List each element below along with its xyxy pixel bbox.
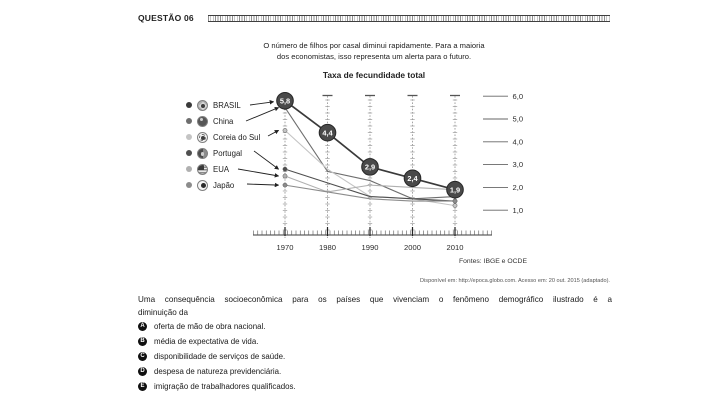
china-flag-icon [197, 115, 208, 127]
chart-legend: BRASIL China Coreia do Sul Portugal EUA … [186, 97, 260, 193]
data-point-label: 4,4 [322, 128, 333, 137]
question-number-label: QUESTÃO 06 [138, 13, 194, 23]
y-tick-label: 5,0 [513, 115, 524, 124]
option-d: D despesa de natureza previdenciária. [138, 366, 281, 376]
intro-text-line2: dos economistas, isso representa um aler… [276, 52, 472, 61]
question-stem-line2: diminuição da [138, 308, 188, 317]
citation-text: Disponível em: http://epoca.globo.com. A… [420, 278, 610, 284]
x-tick-label: 1990 [362, 243, 379, 252]
option-a-text: oferta de mão de obra nacional. [154, 321, 266, 331]
option-e-text: imigração de trabalhadores qualificados. [154, 381, 296, 391]
series-color-dot [186, 182, 192, 188]
option-e-badge: E [138, 381, 147, 391]
series-line-eua [284, 175, 456, 193]
legend-arrow [267, 130, 280, 137]
chart-source: Fontes: IBGE e OCDE [459, 258, 527, 265]
legend-label: Coreia do Sul [213, 132, 261, 142]
data-point-label: 2,9 [365, 163, 375, 172]
series-line-china [284, 107, 456, 200]
data-point-label: 5,8 [280, 96, 290, 105]
series-color-dot [186, 166, 192, 172]
legend-item-china: China [186, 113, 260, 129]
legend-item-portugal: Portugal [186, 145, 260, 161]
legend-label: Portugal [213, 148, 243, 158]
option-d-text: despesa de natureza previdenciária. [154, 366, 282, 376]
data-point-bubble [446, 180, 464, 199]
series-point [282, 173, 288, 179]
series-point [282, 182, 288, 188]
intro-text-line1: O número de filhos por casal diminui rap… [263, 41, 485, 50]
legend-label: EUA [213, 164, 230, 174]
option-c-text: disponibilidade de serviços de saúde. [154, 351, 286, 361]
x-tick-label: 2010 [447, 243, 464, 252]
brazil-flag-icon [197, 99, 208, 111]
fertility-rate-chart: 1970 1980 1990 2000 2010 6,0 5,0 4,0 3,0 2,0 1,0 5,… [237, 91, 524, 252]
option-d-badge: D [138, 366, 147, 376]
option-b-text: média de expectativa de vida. [154, 336, 259, 346]
y-tick-label: 6,0 [513, 92, 524, 101]
data-point-label: 2,4 [407, 174, 418, 183]
y-tick-label: 1,0 [513, 206, 524, 215]
japan-flag-icon [197, 179, 208, 191]
legend-arrow [249, 100, 275, 106]
data-point-bubble [276, 91, 294, 110]
x-tick-label: 2000 [404, 243, 421, 252]
south-korea-flag-icon [197, 131, 208, 143]
legend-label: Japão [213, 180, 235, 190]
legend-item-brasil: BRASIL [186, 97, 260, 113]
series-line-portugal [284, 168, 456, 202]
series-point [452, 203, 458, 208]
y-tick-label: 3,0 [513, 160, 524, 169]
option-c: C disponibilidade de serviços de saúde. [138, 351, 285, 361]
option-b-badge: B [138, 336, 147, 346]
portugal-flag-icon [197, 147, 208, 159]
y-tick-label: 4,0 [513, 137, 524, 146]
data-point-label: 1,9 [450, 185, 460, 194]
series-line-japão [284, 184, 455, 202]
series-color-dot [186, 102, 192, 108]
legend-item-japao: Japão [186, 177, 260, 193]
legend-arrow [245, 106, 280, 122]
series-color-dot [186, 118, 192, 124]
decorative-rule [208, 15, 610, 22]
legend-arrow [237, 168, 280, 178]
option-b: B média de expectativa de vida. [138, 336, 258, 346]
data-point-bubble [361, 158, 379, 176]
legend-item-eua: EUA [186, 161, 260, 177]
x-tick-label: 1970 [277, 243, 294, 252]
series-point [282, 128, 288, 133]
legend-label: China [213, 116, 234, 126]
usa-flag-icon [197, 163, 208, 175]
legend-label: BRASIL [213, 100, 241, 110]
data-point-bubble [318, 123, 337, 142]
option-a-badge: A [138, 321, 147, 331]
series-color-dot [186, 150, 192, 156]
data-point-bubble [403, 169, 422, 188]
legend-arrow [246, 182, 280, 188]
option-e: E imigração de trabalhadores qualificado… [138, 381, 296, 391]
series-point [282, 166, 288, 172]
legend-arrow [253, 150, 280, 170]
series-color-dot [186, 134, 192, 140]
x-tick-label: 1980 [319, 243, 336, 252]
legend-item-coreia-do-sul: Coreia do Sul [186, 129, 260, 145]
question-stem-line1: Uma consequência socioeconômica para os … [138, 295, 612, 304]
option-c-badge: C [138, 351, 147, 361]
series-point [452, 198, 458, 204]
y-tick-label: 2,0 [513, 183, 524, 192]
chart-title: Taxa de fecundidade total [322, 70, 426, 80]
option-a: A oferta de mão de obra nacional. [138, 321, 265, 331]
